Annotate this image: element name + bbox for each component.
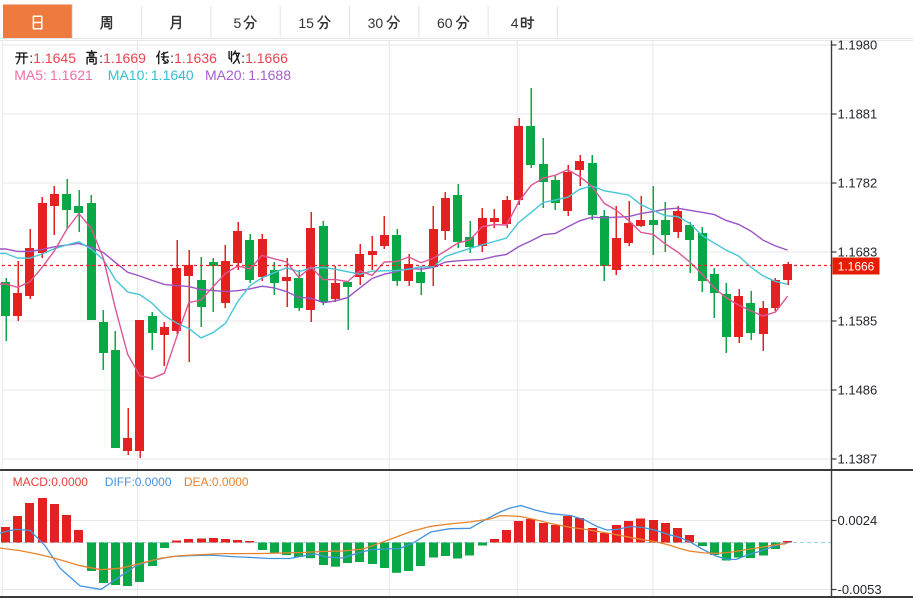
svg-text:1.1585: 1.1585 <box>838 314 878 329</box>
svg-text:1.1683: 1.1683 <box>838 245 878 260</box>
svg-text:30: 30 <box>368 15 384 31</box>
svg-text:1.1645: 1.1645 <box>33 50 76 66</box>
svg-text::: : <box>29 50 33 66</box>
svg-text::: : <box>170 50 174 66</box>
svg-text:1.1387: 1.1387 <box>838 452 878 467</box>
svg-text:-0.0053: -0.0053 <box>838 582 882 597</box>
svg-text:1.1486: 1.1486 <box>838 383 878 398</box>
svg-text:1.1688: 1.1688 <box>248 67 291 83</box>
svg-text::: : <box>241 50 245 66</box>
svg-text:5: 5 <box>234 15 242 31</box>
svg-text:0.0024: 0.0024 <box>838 513 878 528</box>
svg-text:1.1669: 1.1669 <box>103 50 146 66</box>
svg-text:MA10:: MA10: <box>108 67 148 83</box>
svg-text:DEA:0.0000: DEA:0.0000 <box>184 475 249 489</box>
svg-text:1.1621: 1.1621 <box>50 67 93 83</box>
svg-text:MA20:: MA20: <box>205 67 245 83</box>
svg-text:MA5:: MA5: <box>14 67 47 83</box>
svg-text:1.1666: 1.1666 <box>838 260 875 274</box>
svg-text:4: 4 <box>511 15 519 31</box>
svg-text:MACD:0.0000: MACD:0.0000 <box>13 475 89 489</box>
svg-text:DIFF:0.0000: DIFF:0.0000 <box>105 475 172 489</box>
svg-text:1.1881: 1.1881 <box>838 107 878 122</box>
svg-text:1.1636: 1.1636 <box>174 50 217 66</box>
svg-text:15: 15 <box>298 15 314 31</box>
svg-text:1.1980: 1.1980 <box>838 38 878 53</box>
svg-text::: : <box>99 50 103 66</box>
svg-text:60: 60 <box>437 15 453 31</box>
svg-text:1.1782: 1.1782 <box>838 176 878 191</box>
svg-text:1.1640: 1.1640 <box>151 67 194 83</box>
svg-text:1.1666: 1.1666 <box>245 50 288 66</box>
